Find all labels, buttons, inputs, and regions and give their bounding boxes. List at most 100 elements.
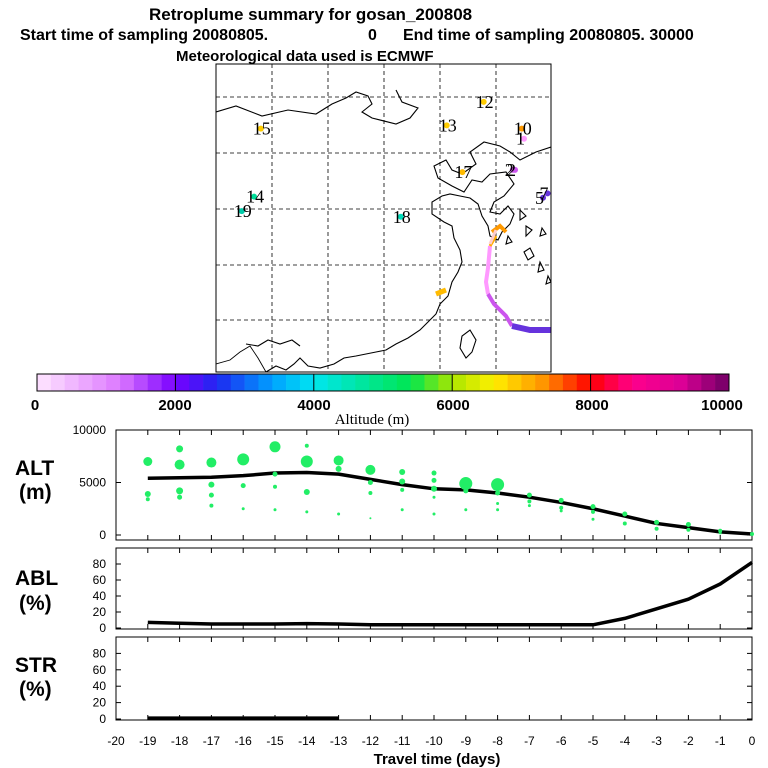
colorbar-tick-10000: 10000 xyxy=(701,397,743,414)
altitude-cluster-point xyxy=(431,477,437,483)
trajectory-point xyxy=(544,190,551,197)
colorbar-cell xyxy=(604,374,619,391)
x-tick-label: -6 xyxy=(556,734,567,748)
alt-panel-label: ALT xyxy=(15,457,54,480)
x-tick-label: -9 xyxy=(460,734,471,748)
colorbar-axis-label: Altitude (m) xyxy=(335,412,410,428)
altitude-cluster-point xyxy=(591,517,595,521)
altitude-cluster-point xyxy=(335,465,342,472)
altitude-cluster-point xyxy=(208,492,214,498)
alt-ytick-label: 0 xyxy=(99,528,106,542)
altitude-cluster-point xyxy=(459,477,473,491)
x-tick-label: -15 xyxy=(266,734,284,748)
colorbar-cell xyxy=(133,374,149,391)
colorbar-cell xyxy=(590,374,605,391)
altitude-cluster-point xyxy=(654,526,659,531)
altitude-cluster-point xyxy=(686,527,691,532)
trajectory-point xyxy=(251,193,258,200)
altitude-cluster-point xyxy=(241,507,245,511)
colorbar-cell xyxy=(479,374,495,391)
trajectory-point xyxy=(480,98,487,105)
altitude-cluster-point xyxy=(496,502,500,505)
colorbar-cell xyxy=(313,374,328,391)
altitude-cluster-point xyxy=(300,455,313,468)
x-axis-title: Travel time (days) xyxy=(374,751,501,768)
trajectory-label: 10 xyxy=(514,119,532,139)
colorbar-tick-4000: 4000 xyxy=(297,397,330,414)
trajectory-point xyxy=(257,125,264,132)
colorbar-cell xyxy=(715,374,730,391)
str-panel: 0 20 40 60 80 xyxy=(93,636,753,726)
colorbar-cell xyxy=(78,374,93,391)
trajectory-point xyxy=(238,208,245,215)
abl-ytick-label: 40 xyxy=(93,589,107,603)
map-graticule xyxy=(216,64,551,372)
altitude-cluster-point xyxy=(305,510,309,514)
colorbar-cell xyxy=(299,374,315,391)
trajectory-point xyxy=(443,122,450,129)
alt-series-line xyxy=(147,470,753,536)
x-tick-label: -14 xyxy=(298,734,316,748)
altitude-cluster-point xyxy=(559,509,563,513)
altitude-cluster-point xyxy=(654,519,660,525)
colorbar-cell xyxy=(521,374,536,391)
x-tick-label: -20 xyxy=(107,734,125,748)
altitude-cluster-point xyxy=(303,488,310,495)
trajectory-label: 17 xyxy=(454,162,472,182)
alt-panel-unit: (m) xyxy=(19,481,52,504)
colorbar-cell xyxy=(396,374,411,391)
colorbar-cell xyxy=(92,374,107,391)
trajectory-point xyxy=(459,169,466,176)
altitude-cluster-point xyxy=(145,497,150,502)
colorbar-cell xyxy=(701,374,716,391)
trajectory-label: 2 xyxy=(507,160,516,180)
altitude-cluster-point xyxy=(496,508,500,512)
colorbar-cell xyxy=(438,374,453,391)
colorbar-cell xyxy=(203,374,218,391)
trajectory-label: 15 xyxy=(253,119,271,139)
altitude-cluster-point xyxy=(143,457,153,466)
colorbar-cell xyxy=(216,374,232,391)
colorbar-cell xyxy=(369,374,384,391)
alt-ytick-label: 10000 xyxy=(73,423,107,437)
trajectory-label: 1 xyxy=(516,129,525,149)
x-tick-label: 0 xyxy=(749,734,756,748)
abl-ytick-label: 60 xyxy=(93,573,107,587)
altitude-cluster-point xyxy=(269,441,281,453)
altitude-cluster-point xyxy=(206,457,217,468)
altitude-cluster-point xyxy=(463,488,469,494)
colorbar-cell xyxy=(576,374,591,391)
colorbar-cell xyxy=(632,374,647,391)
colorbar-cell xyxy=(687,374,702,391)
str-ytick-label: 80 xyxy=(93,646,107,660)
colorbar-cell xyxy=(189,374,204,391)
met-data-label: Meteorological data used is ECMWF xyxy=(176,48,434,65)
colorbar-cell xyxy=(618,374,633,391)
altitude-cluster-point xyxy=(495,490,501,496)
trajectory-label: 11 xyxy=(560,92,577,112)
colorbar-cell xyxy=(410,374,425,391)
x-tick-label: -12 xyxy=(362,734,380,748)
colorbar-cell xyxy=(355,374,370,391)
str-panel-label: STR xyxy=(15,654,57,677)
altitude-cluster-point xyxy=(622,521,627,526)
colorbar-tick-6000: 6000 xyxy=(436,397,469,414)
altitude-cluster-point xyxy=(590,504,596,510)
colorbar-cell xyxy=(286,374,301,391)
altitude-cluster-point xyxy=(399,469,406,475)
figure-title: Retroplume summary for gosan_200808 xyxy=(149,5,472,24)
coastline xyxy=(216,89,551,372)
colorbar-tick-8000: 8000 xyxy=(575,397,608,414)
str-ytick-label: 60 xyxy=(93,663,107,677)
trajectory-label: 18 xyxy=(393,207,411,227)
colorbar-cell xyxy=(341,374,356,391)
colorbar-cell xyxy=(244,374,259,391)
x-tick-label: -13 xyxy=(330,734,348,748)
colorbar-cell xyxy=(424,374,439,391)
altitude-cluster-point xyxy=(365,464,376,475)
colorbar-cell xyxy=(37,374,52,391)
colorbar-cell xyxy=(64,374,79,391)
x-tick-label: -2 xyxy=(683,734,694,748)
altitude-cluster-point xyxy=(431,485,437,492)
